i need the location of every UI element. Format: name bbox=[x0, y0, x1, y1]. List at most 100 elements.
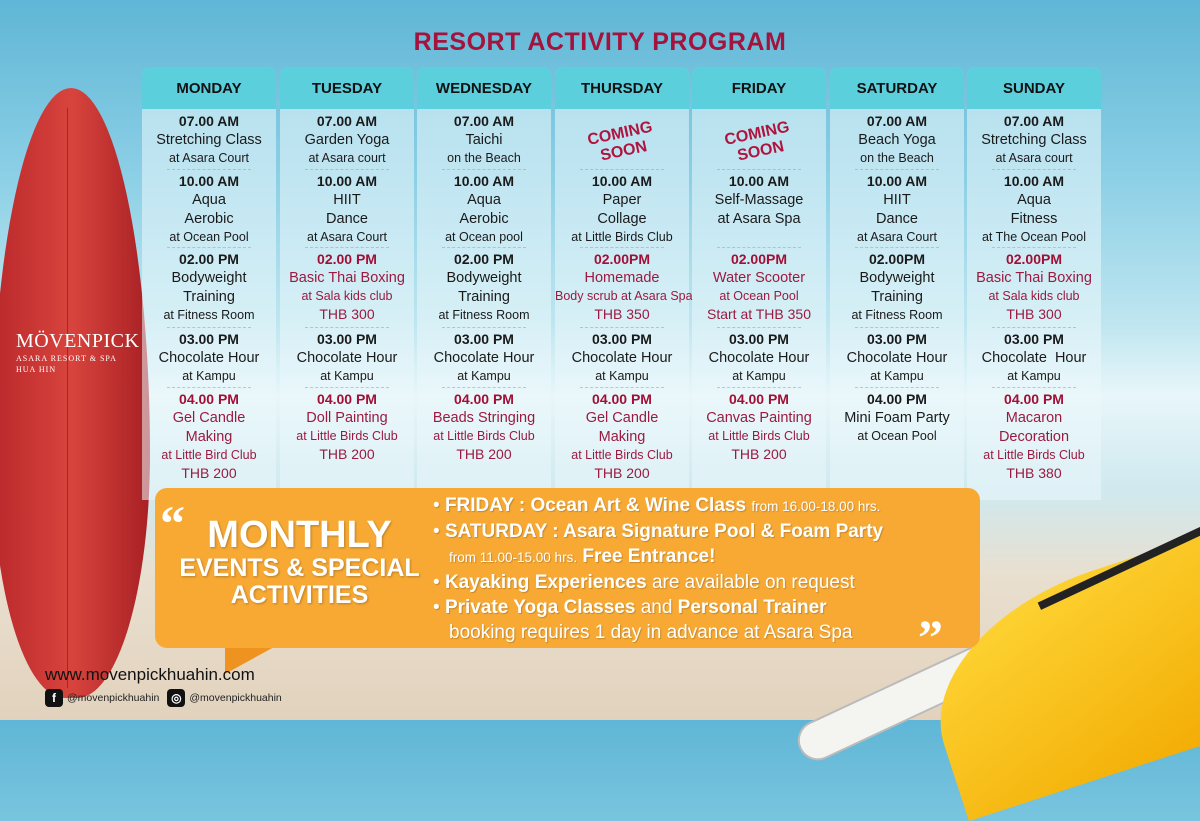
activity-time: 02.00PM bbox=[730, 251, 788, 267]
activity-time: 04.00 PM bbox=[592, 391, 652, 407]
activity-location: at Asara Court bbox=[307, 230, 387, 244]
event-title: Kayaking Experiences bbox=[444, 572, 647, 593]
facebook-handle[interactable]: @movenpickhuahin bbox=[67, 692, 160, 704]
event-title: FRIDAY : Ocean Art & Wine Class bbox=[444, 495, 747, 516]
activity-name: Basic Thai Boxing bbox=[289, 270, 405, 286]
activity-name: Aqua Aerobic bbox=[459, 192, 509, 227]
activity-slot: 10.00 AM Self-Massage at Asara Spa bbox=[692, 172, 826, 229]
activity-location: at Little Birds Club bbox=[571, 448, 673, 462]
heading-monthly: MONTHLY bbox=[207, 514, 392, 556]
event-title: Private Yoga Classes bbox=[444, 597, 636, 618]
event-note: Free Entrance! bbox=[582, 546, 716, 567]
divider bbox=[717, 387, 801, 388]
day-column-saturday: SATURDAY 07.00 AM Beach Yoga on the Beach 10… bbox=[830, 67, 964, 500]
activity-slot: 07.00 AM Stretching Class at Asara court bbox=[967, 112, 1101, 167]
activity-name: Bodyweight Training bbox=[859, 270, 935, 305]
activity-name: Stretching Class bbox=[156, 132, 262, 148]
event-private-yoga-detail: booking requires 1 day in advance at Asa… bbox=[433, 620, 978, 645]
activity-location: at Kampu bbox=[595, 369, 649, 383]
activity-location: on the Beach bbox=[447, 151, 521, 165]
coming-soon-badge: COMING SOON bbox=[723, 118, 791, 165]
event-kayaking: • Kayaking Experiences are available on … bbox=[433, 572, 855, 593]
activity-slot: 04.00 PM Gel Candle Making at Little Birds… bbox=[555, 390, 689, 483]
activity-time: 10.00 AM bbox=[178, 173, 240, 189]
activity-time: 04.00 PM bbox=[317, 391, 377, 407]
activity-time: 07.00 AM bbox=[453, 113, 515, 129]
activity-time: 10.00 AM bbox=[728, 173, 790, 189]
activity-time: 07.00 AM bbox=[1003, 113, 1065, 129]
open-quote: “ bbox=[160, 495, 185, 551]
activity-location: at Little Bird Club bbox=[161, 448, 257, 462]
divider bbox=[580, 327, 664, 328]
activity-name: Doll Painting bbox=[306, 410, 388, 426]
activity-time: 10.00 AM bbox=[316, 173, 378, 189]
day-header: TUESDAY bbox=[280, 67, 414, 109]
activity-slot: 02.00 PM Bodyweight Training at Fitness Ro… bbox=[417, 250, 551, 324]
monthly-events-banner bbox=[155, 488, 980, 648]
activity-time: 03.00 PM bbox=[179, 331, 239, 347]
divider bbox=[580, 387, 664, 388]
divider bbox=[442, 387, 526, 388]
activity-name: HIIT Dance bbox=[876, 192, 918, 227]
divider bbox=[992, 169, 1076, 170]
activity-slot: 07.00 AM Beach Yoga on the Beach bbox=[830, 112, 964, 167]
day-header: SATURDAY bbox=[830, 67, 964, 109]
activity-name: Water Scooter bbox=[712, 270, 806, 286]
activity-name: Chocolate Hour bbox=[158, 350, 260, 366]
divider bbox=[580, 169, 664, 170]
instagram-icon[interactable]: ◎ bbox=[167, 689, 186, 707]
activity-location: at The Ocean Pool bbox=[981, 230, 1086, 244]
activity-location: at Little Birds Club bbox=[296, 429, 398, 443]
activity-name: Gel Candle Making bbox=[585, 410, 659, 445]
activity-slot: 04.00 PM Canvas Painting at Little Birds C… bbox=[692, 390, 826, 464]
activity-name: Beads Stringing bbox=[432, 410, 536, 426]
activity-slot: 10.00 AM HIIT Dance at Asara Court bbox=[830, 172, 964, 246]
activity-name: HIIT Dance bbox=[326, 192, 368, 227]
activity-time: 02.00PM bbox=[868, 251, 926, 267]
facebook-icon[interactable]: f bbox=[45, 689, 63, 707]
activity-time: 10.00 AM bbox=[1003, 173, 1065, 189]
surfboard bbox=[0, 88, 150, 698]
activity-name: Homemade bbox=[584, 270, 660, 286]
event-saturday-detail: from 11.00-15.00 hrs. Free Entrance! bbox=[433, 544, 978, 570]
divider bbox=[855, 327, 939, 328]
activity-name: Chocolate Hour bbox=[846, 350, 948, 366]
activity-price: THB 300 bbox=[1006, 306, 1062, 322]
day-column-sunday: SUNDAY 07.00 AM Stretching Class at Asara c… bbox=[967, 67, 1101, 500]
activity-name: Aqua Fitness bbox=[1010, 192, 1058, 227]
divider bbox=[717, 327, 801, 328]
activity-slot: 03.00 PM Chocolate Hour at Kampu bbox=[830, 330, 964, 385]
activity-time: 02.00 PM bbox=[179, 251, 239, 267]
close-quote: ” bbox=[918, 609, 943, 665]
activity-slot: 07.00 AM Taichi on the Beach bbox=[417, 112, 551, 167]
day-header: MONDAY bbox=[142, 67, 276, 109]
activity-slot: 10.00 AM Paper Collage at Little Birds Clu… bbox=[555, 172, 689, 246]
activity-time: 03.00 PM bbox=[867, 331, 927, 347]
instagram-handle[interactable]: @movenpickhuahin bbox=[189, 692, 282, 704]
activity-price: THB 200 bbox=[594, 465, 650, 481]
brand-location: HUA HIN bbox=[16, 365, 57, 374]
event-time: from 16.00-18.00 hrs. bbox=[751, 499, 881, 514]
activity-name: Beach Yoga bbox=[858, 132, 936, 148]
event-title: Personal Trainer bbox=[677, 597, 827, 618]
activity-name: Taichi bbox=[465, 132, 503, 148]
activity-time: 10.00 AM bbox=[591, 173, 653, 189]
website-link[interactable]: www.movenpickhuahin.com bbox=[45, 665, 255, 684]
activity-time: 04.00 PM bbox=[867, 391, 927, 407]
event-private-yoga: • Private Yoga Classes and Personal Trai… bbox=[433, 597, 827, 618]
activity-time: 03.00 PM bbox=[454, 331, 514, 347]
activity-location: at Asara court bbox=[308, 151, 386, 165]
activity-location: at Kampu bbox=[732, 369, 786, 383]
activity-slot: 07.00 AM Garden Yoga at Asara court bbox=[280, 112, 414, 167]
divider bbox=[167, 387, 251, 388]
activity-name: Bodyweight Training bbox=[171, 270, 247, 305]
activity-time: 04.00 PM bbox=[454, 391, 514, 407]
activity-name: Basic Thai Boxing bbox=[976, 270, 1092, 286]
divider bbox=[442, 327, 526, 328]
day-header: SUNDAY bbox=[967, 67, 1101, 109]
brand-sub: ASARA RESORT & SPA bbox=[16, 354, 117, 363]
activity-name: Bodyweight Training bbox=[446, 270, 522, 305]
event-note: booking requires 1 day in advance at Asa… bbox=[449, 622, 853, 643]
activity-name: Chocolate Hour bbox=[296, 350, 398, 366]
divider bbox=[855, 169, 939, 170]
